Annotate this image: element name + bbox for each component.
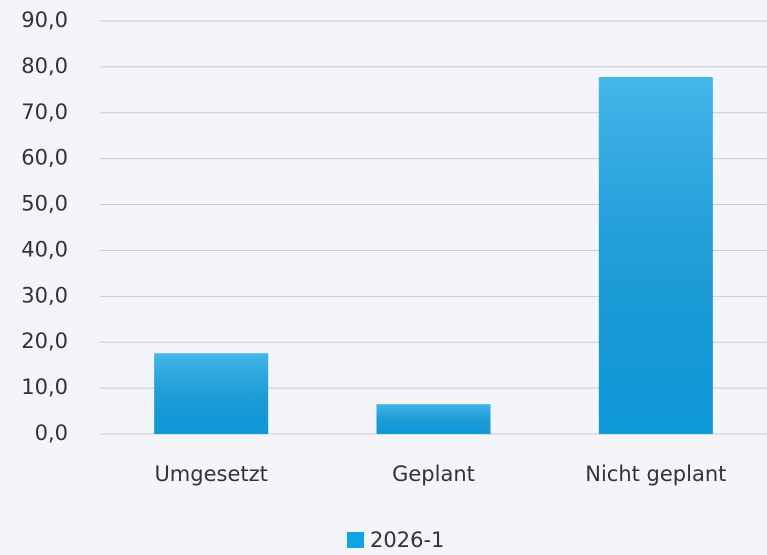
y-tick-label: 20,0 <box>21 329 68 353</box>
y-tick-label: 70,0 <box>21 100 68 124</box>
x-tick-label: Nicht geplant <box>585 462 726 486</box>
x-tick-label: Umgesetzt <box>154 462 267 486</box>
x-tick-label: Geplant <box>392 462 475 486</box>
legend-label: 2026-1 <box>370 528 444 552</box>
bar-shade <box>598 76 713 435</box>
y-tick-label: 80,0 <box>21 54 68 78</box>
legend-swatch <box>347 532 364 548</box>
y-tick-label: 10,0 <box>21 375 68 399</box>
y-tick-label: 0,0 <box>35 421 68 445</box>
y-tick-label: 90,0 <box>21 8 68 32</box>
y-tick-label: 60,0 <box>21 146 68 170</box>
y-tick-label: 40,0 <box>21 237 68 261</box>
y-tick-label: 30,0 <box>21 283 68 307</box>
y-tick-label: 50,0 <box>21 192 68 216</box>
bar-shade <box>376 404 491 434</box>
bar-shade <box>154 353 269 434</box>
